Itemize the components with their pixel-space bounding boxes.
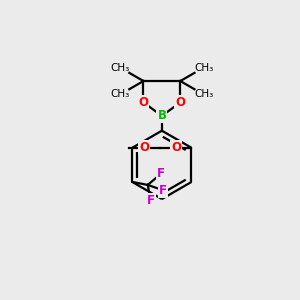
Text: F: F xyxy=(147,194,155,207)
Text: O: O xyxy=(139,141,149,154)
Text: CH₃: CH₃ xyxy=(110,89,129,99)
Text: O: O xyxy=(175,96,185,109)
Text: CH₃: CH₃ xyxy=(194,89,214,99)
Text: B: B xyxy=(158,109,166,122)
Text: F: F xyxy=(157,167,165,180)
Text: CH₃: CH₃ xyxy=(110,63,129,73)
Text: O: O xyxy=(139,96,148,109)
Text: O: O xyxy=(171,141,181,154)
Text: CH₃: CH₃ xyxy=(194,63,214,73)
Text: F: F xyxy=(159,184,167,197)
